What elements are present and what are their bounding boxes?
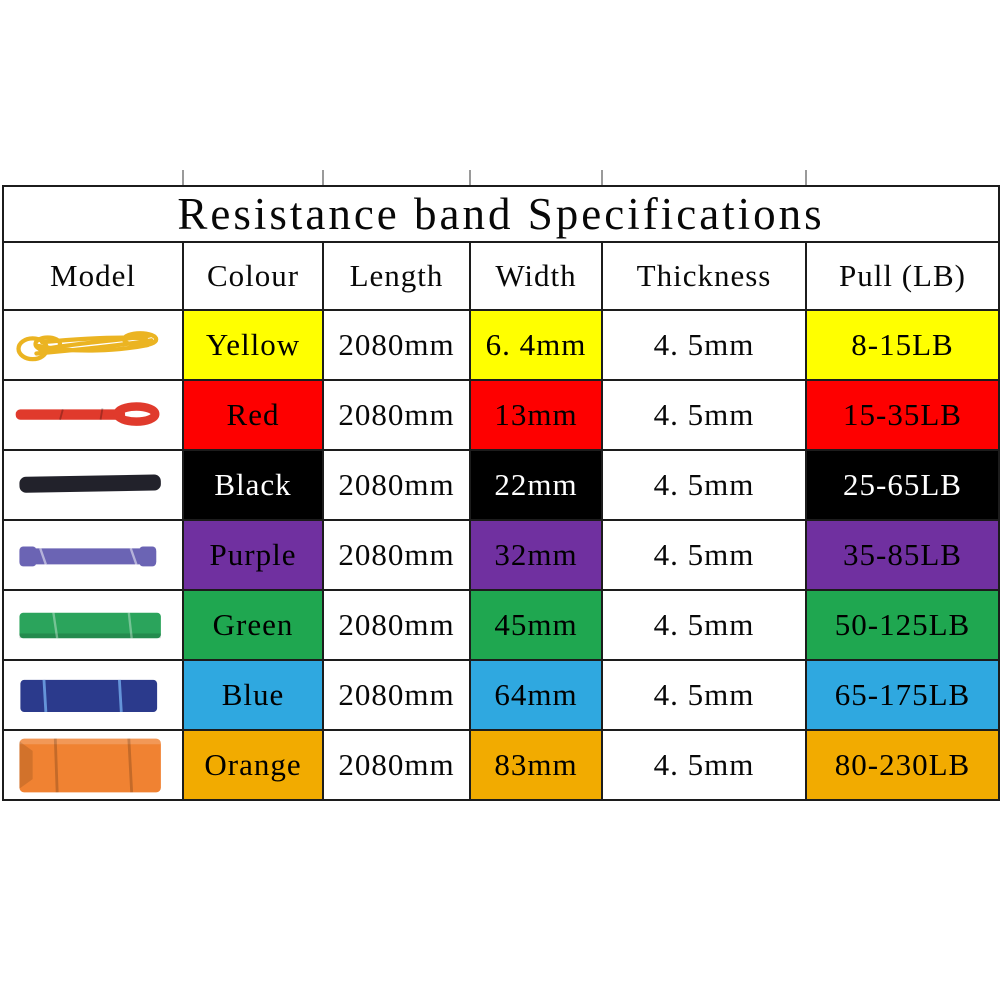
table-row: Black 2080mm 22mm 4. 5mm 25-65LB bbox=[2, 449, 1000, 521]
pull-cell: 15-35LB bbox=[804, 379, 1000, 451]
column-header-pull: Pull (LB) bbox=[804, 241, 1000, 311]
spec-table: Resistance band Specifications Model Col… bbox=[1, 185, 1000, 801]
table-row: Blue 2080mm 64mm 4. 5mm 65-175LB bbox=[2, 659, 1000, 731]
table-row: Red 2080mm 13mm 4. 5mm 15-35LB bbox=[2, 379, 1000, 451]
red-band-image bbox=[15, 402, 160, 426]
model-cell bbox=[2, 729, 184, 801]
table-row: Purple 2080mm 32mm 4. 5mm 35-85LB bbox=[2, 519, 1000, 591]
width-cell: 22mm bbox=[469, 449, 603, 521]
model-cell bbox=[2, 449, 184, 521]
grid-tick bbox=[469, 170, 471, 185]
black-band-image bbox=[19, 474, 161, 493]
column-header-thickness: Thickness bbox=[601, 241, 807, 311]
length-cell: 2080mm bbox=[322, 449, 471, 521]
model-cell bbox=[2, 309, 184, 381]
length-cell: 2080mm bbox=[322, 589, 471, 661]
table-title: Resistance band Specifications bbox=[1, 185, 1000, 243]
grid-tick bbox=[182, 170, 184, 185]
width-cell: 13mm bbox=[469, 379, 603, 451]
colour-cell: Blue bbox=[182, 659, 324, 731]
model-cell bbox=[2, 379, 184, 451]
width-cell: 6. 4mm bbox=[469, 309, 603, 381]
thickness-cell: 4. 5mm bbox=[601, 729, 807, 801]
width-cell: 45mm bbox=[469, 589, 603, 661]
width-cell: 83mm bbox=[469, 729, 603, 801]
pull-cell: 65-175LB bbox=[804, 659, 1000, 731]
length-cell: 2080mm bbox=[322, 379, 471, 451]
blue-band-image bbox=[20, 679, 158, 713]
colour-cell: Black bbox=[182, 449, 324, 521]
column-header-colour: Colour bbox=[182, 241, 324, 311]
colour-cell: Red bbox=[182, 379, 324, 451]
thickness-cell: 4. 5mm bbox=[601, 659, 807, 731]
purple-band-image bbox=[19, 546, 157, 567]
table-row: Yellow 2080mm 6. 4mm 4. 5mm 8-15LB bbox=[2, 309, 1000, 381]
width-cell: 64mm bbox=[469, 659, 603, 731]
thickness-cell: 4. 5mm bbox=[601, 589, 807, 661]
pull-cell: 25-65LB bbox=[804, 449, 1000, 521]
length-cell: 2080mm bbox=[322, 729, 471, 801]
pull-cell: 8-15LB bbox=[804, 309, 1000, 381]
column-header-width: Width bbox=[469, 241, 603, 311]
length-cell: 2080mm bbox=[322, 519, 471, 591]
grid-tick bbox=[601, 170, 603, 185]
table-row: Green 2080mm 45mm 4. 5mm 50-125LB bbox=[2, 589, 1000, 661]
model-cell bbox=[2, 589, 184, 661]
table-row: Orange 2080mm 83mm 4. 5mm 80-230LB bbox=[2, 729, 1000, 801]
yellow-band-image bbox=[16, 331, 159, 362]
grid-tick bbox=[322, 170, 324, 185]
green-band-image bbox=[19, 612, 161, 639]
thickness-cell: 4. 5mm bbox=[601, 379, 807, 451]
width-cell: 32mm bbox=[469, 519, 603, 591]
header-row: Model Colour Length Width Thickness Pull… bbox=[2, 241, 1000, 311]
pull-cell: 35-85LB bbox=[804, 519, 1000, 591]
colour-cell: Purple bbox=[182, 519, 324, 591]
column-header-model: Model bbox=[2, 241, 184, 311]
length-cell: 2080mm bbox=[322, 309, 471, 381]
pull-cell: 50-125LB bbox=[804, 589, 1000, 661]
orange-band-image bbox=[19, 738, 161, 793]
colour-cell: Orange bbox=[182, 729, 324, 801]
colour-cell: Green bbox=[182, 589, 324, 661]
pull-cell: 80-230LB bbox=[804, 729, 1000, 801]
model-cell bbox=[2, 659, 184, 731]
title-row: Resistance band Specifications bbox=[1, 185, 1000, 243]
thickness-cell: 4. 5mm bbox=[601, 309, 807, 381]
colour-cell: Yellow bbox=[182, 309, 324, 381]
thickness-cell: 4. 5mm bbox=[601, 519, 807, 591]
length-cell: 2080mm bbox=[322, 659, 471, 731]
grid-tick bbox=[805, 170, 807, 185]
thickness-cell: 4. 5mm bbox=[601, 449, 807, 521]
model-cell bbox=[2, 519, 184, 591]
spec-table-container: Resistance band Specifications Model Col… bbox=[1, 185, 1000, 801]
column-header-length: Length bbox=[322, 241, 471, 311]
